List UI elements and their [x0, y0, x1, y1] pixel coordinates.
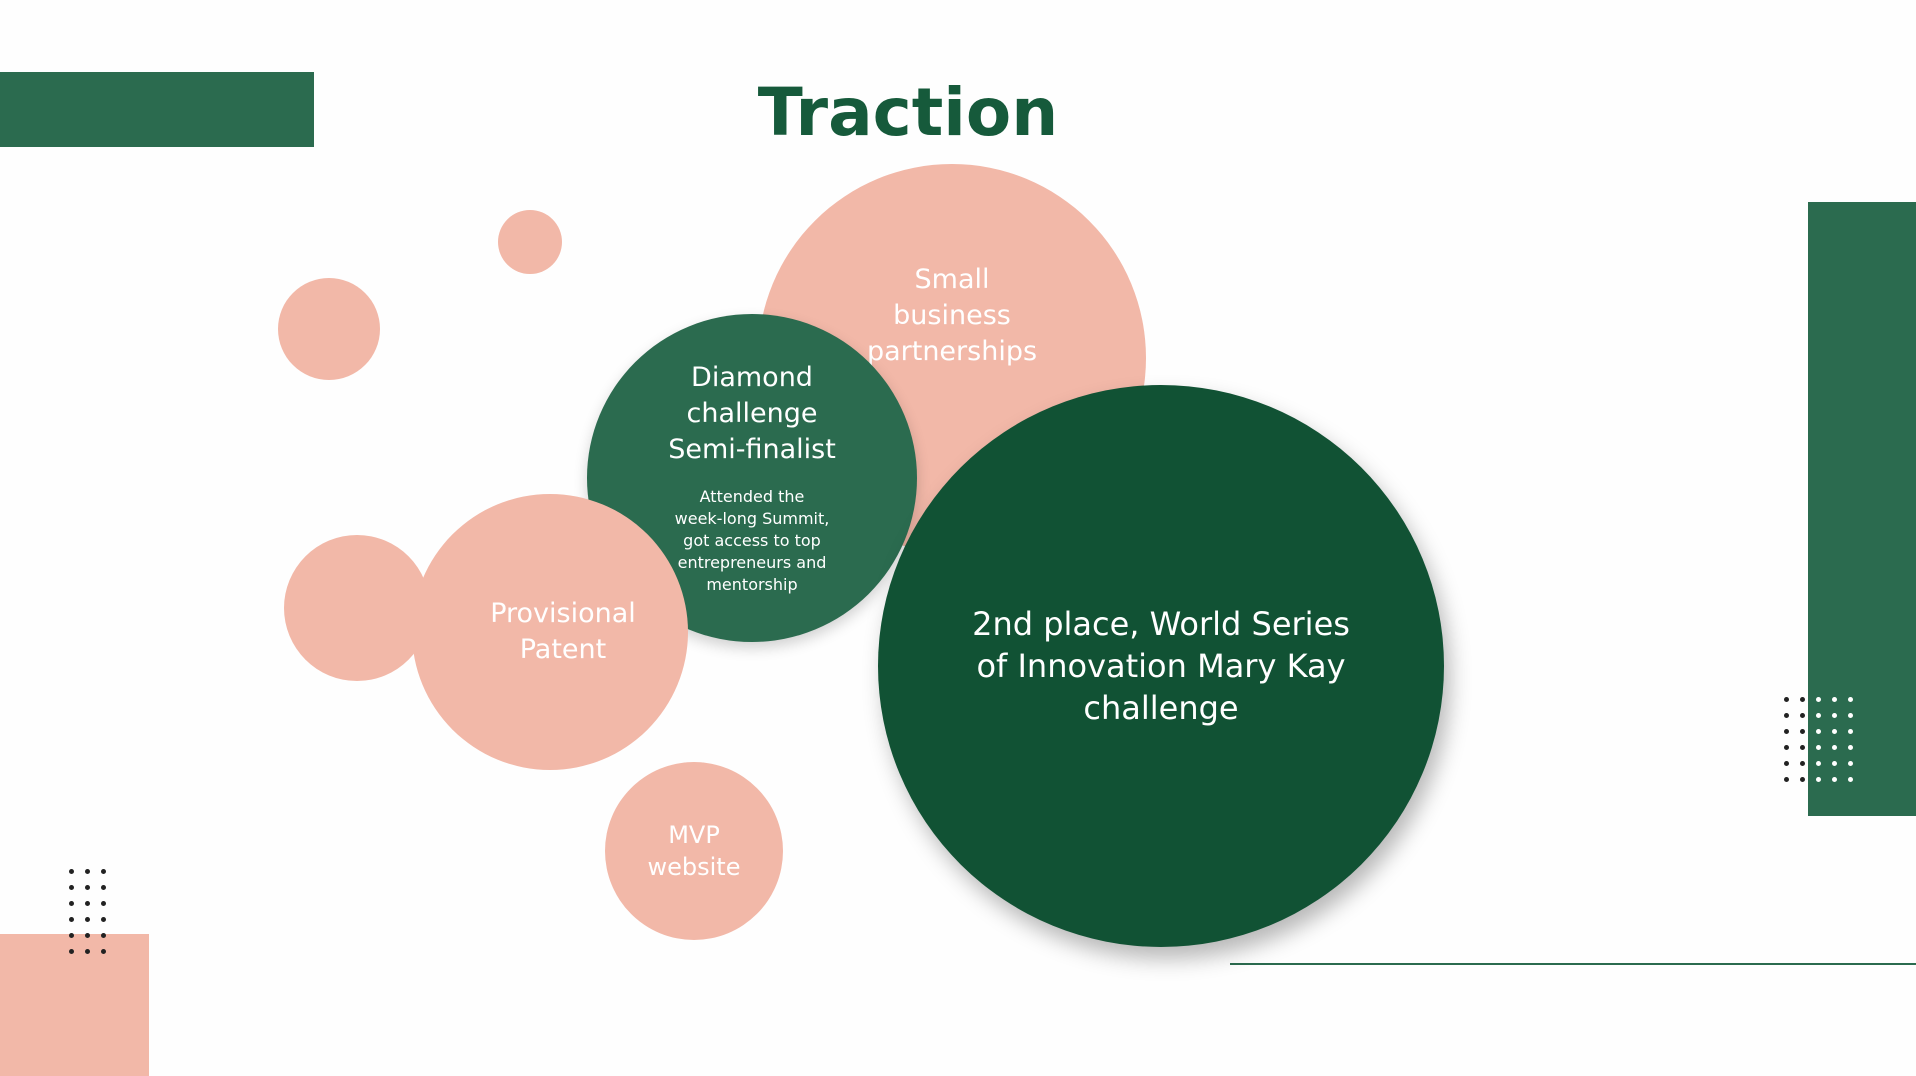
- dot: [1832, 697, 1837, 702]
- dot: [1832, 745, 1837, 750]
- world-series-label: 2nd place, World Series of Innovation Ma…: [972, 605, 1350, 727]
- diamond-heading: Diamond challenge Semi-finalist: [668, 362, 836, 465]
- dot: [1832, 729, 1837, 734]
- dot: [85, 869, 90, 874]
- mvp-label: MVP website: [647, 821, 741, 881]
- bubble-mvp-website: MVP website: [605, 762, 783, 940]
- dot: [1816, 761, 1821, 766]
- dot: [1816, 745, 1821, 750]
- dot: [1848, 697, 1853, 702]
- bubble-world-series: 2nd place, World Series of Innovation Ma…: [878, 385, 1444, 947]
- dot: [1832, 761, 1837, 766]
- decorative-circle-medium: [278, 278, 380, 380]
- dot: [1800, 713, 1805, 718]
- small-business-label: Small business partnerships: [866, 264, 1038, 367]
- dot: [1784, 713, 1789, 718]
- right-green-bar: [1808, 202, 1916, 816]
- bottom-right-divider-line: [1230, 963, 1916, 965]
- dot: [101, 917, 106, 922]
- page-title: Traction: [757, 74, 1059, 151]
- dot: [1800, 777, 1805, 782]
- dot: [85, 901, 90, 906]
- dot: [1816, 697, 1821, 702]
- dot: [1784, 745, 1789, 750]
- dot: [1832, 713, 1837, 718]
- dot: [1800, 745, 1805, 750]
- dot: [101, 949, 106, 954]
- top-left-green-bar: [0, 72, 314, 147]
- dot: [1848, 713, 1853, 718]
- dot: [101, 933, 106, 938]
- dot: [101, 901, 106, 906]
- dot: [69, 869, 74, 874]
- dot: [1784, 777, 1789, 782]
- bottom-left-pink-block: [0, 934, 149, 1076]
- dot: [1816, 713, 1821, 718]
- dot: [1848, 745, 1853, 750]
- dot: [101, 869, 106, 874]
- dot: [69, 933, 74, 938]
- dot: [1800, 697, 1805, 702]
- decorative-circle-left: [284, 535, 430, 681]
- dot: [69, 917, 74, 922]
- dot: [1848, 761, 1853, 766]
- dot: [101, 885, 106, 890]
- dot: [1784, 761, 1789, 766]
- dot: [1832, 777, 1837, 782]
- dot: [1816, 729, 1821, 734]
- dot: [69, 885, 74, 890]
- decorative-circle-small: [498, 210, 562, 274]
- right-dot-grid: [1784, 697, 1864, 793]
- dot: [1784, 697, 1789, 702]
- diamond-detail: Attended the week-long Summit, got acces…: [674, 487, 830, 594]
- dot: [1800, 761, 1805, 766]
- dot: [1784, 729, 1789, 734]
- dot: [85, 933, 90, 938]
- dot: [69, 901, 74, 906]
- dot: [85, 885, 90, 890]
- dot: [1848, 777, 1853, 782]
- patent-label: Provisional Patent: [490, 598, 636, 665]
- dot: [69, 949, 74, 954]
- dot: [1816, 777, 1821, 782]
- bubble-provisional-patent: Provisional Patent: [412, 494, 688, 770]
- dot: [1800, 729, 1805, 734]
- dot: [85, 917, 90, 922]
- dot: [85, 949, 90, 954]
- bottom-left-dot-grid: [69, 869, 117, 965]
- dot: [1848, 729, 1853, 734]
